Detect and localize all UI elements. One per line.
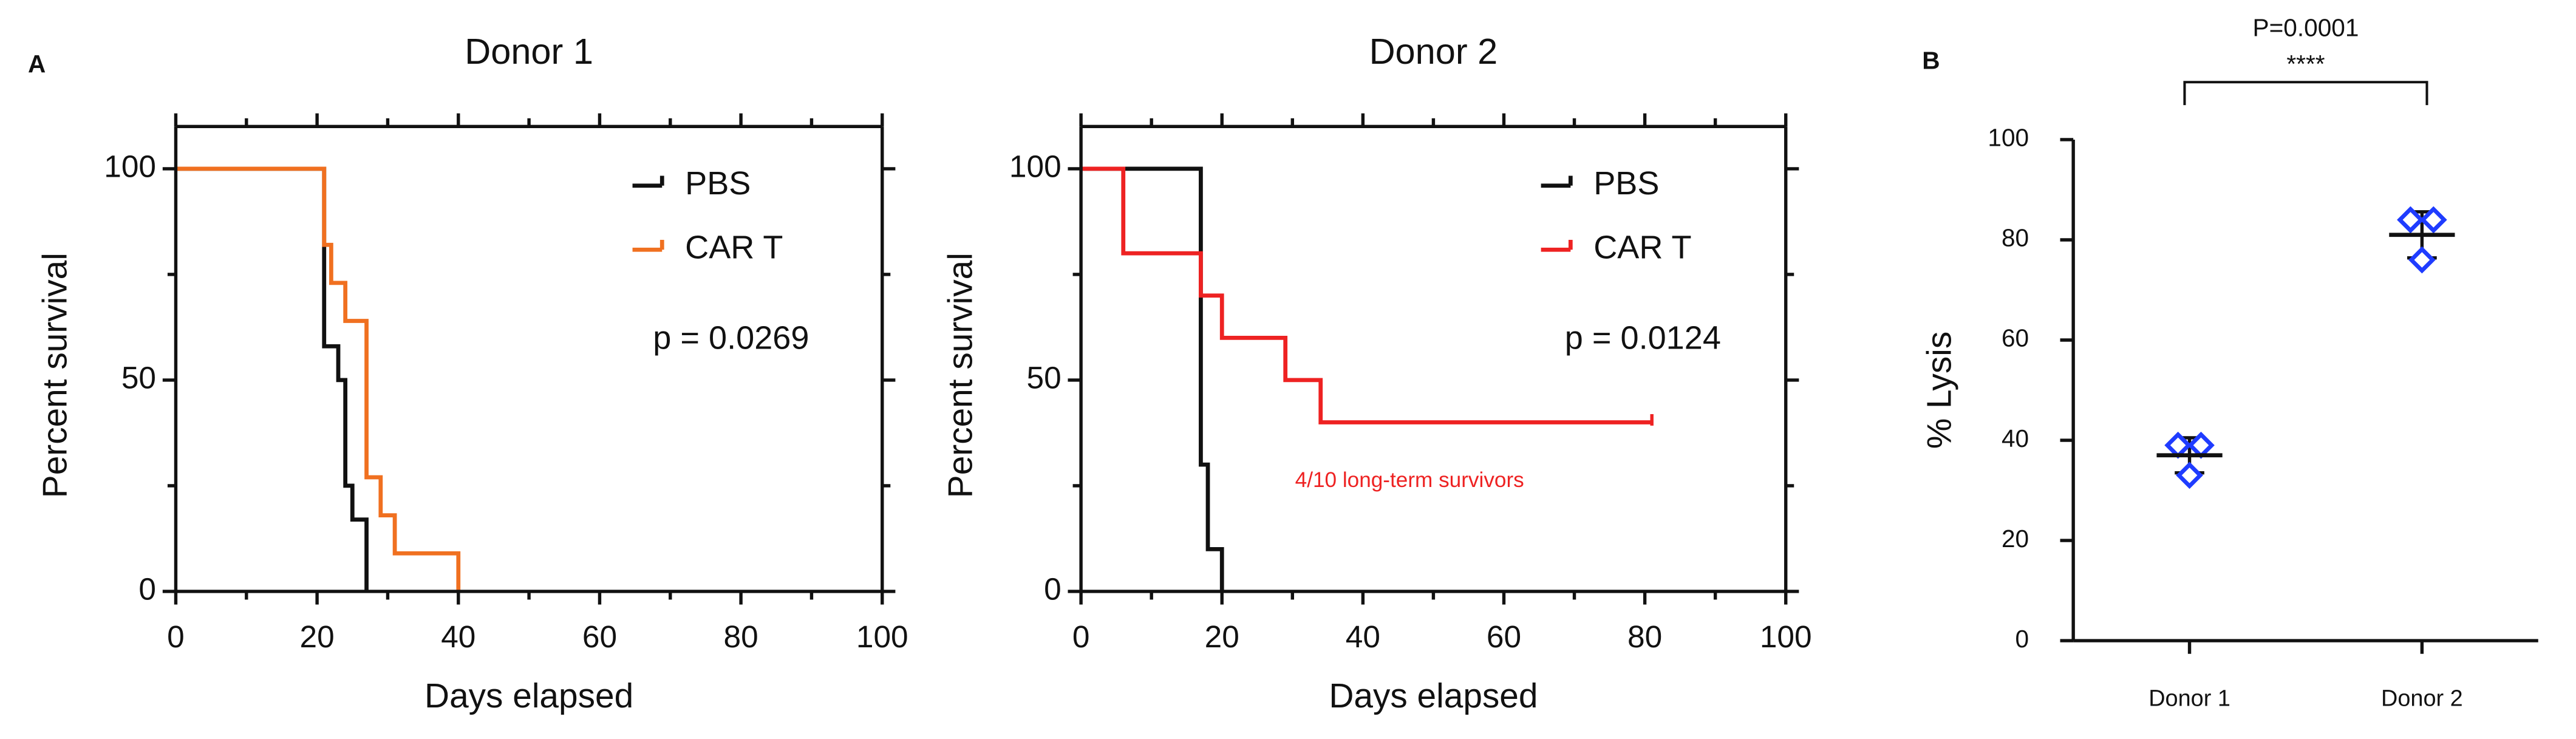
annotation: P=0.0001 [2253,13,2359,41]
x-axis-label: Days elapsed [424,677,633,715]
y-tick-label: 0 [2015,625,2029,653]
y-tick-label: 100 [104,148,156,183]
data-point [2408,246,2436,274]
x-tick-label: 0 [1072,619,1090,654]
chart-title: Donor 1 [465,31,593,72]
y-tick-label: 60 [2002,324,2029,352]
data-point [2419,206,2447,234]
annotation: 4/10 long-term survivors [1295,468,1524,492]
annotation: **** [2286,50,2325,78]
y-axis-label: Percent survival [36,253,75,498]
survival-curve [1081,166,1652,424]
annotation: p = 0.0269 [653,319,809,356]
legend-label: CAR T [685,230,783,266]
legend-label: PBS [1593,165,1659,202]
y-tick-label: 100 [1988,124,2029,152]
x-tick-label: 60 [582,619,617,654]
chart-title: Donor 2 [1369,31,1498,72]
y-tick-label: 100 [1009,148,1061,183]
x-tick-label: 80 [1627,619,1662,654]
x-tick-label: 100 [856,619,908,654]
significance-bracket [2183,81,2428,106]
x-tick-label: 40 [441,619,475,654]
y-tick-label: 0 [1044,571,1061,607]
x-tick-label: 20 [300,619,335,654]
x-tick-label: 40 [1346,619,1380,654]
x-axis-label: Days elapsed [1329,677,1538,715]
y-tick-label: 50 [1026,359,1061,395]
survival-curve [175,166,461,591]
legend-label: CAR T [1593,230,1691,266]
annotation: p = 0.0124 [1565,319,1721,356]
x-tick-label: Donor 1 [2148,686,2230,711]
survival-curve [1081,166,1224,591]
y-tick-label: 0 [138,571,156,607]
x-tick-label: 80 [724,619,758,654]
y-tick-label: 50 [121,359,156,395]
panel-label: A [28,50,46,78]
y-axis-label: Percent survival [941,253,980,498]
x-tick-label: 60 [1487,619,1521,654]
survival-curve [175,166,369,591]
y-tick-label: 20 [2002,525,2029,553]
x-tick-label: Donor 2 [2381,686,2463,711]
data-point [2176,461,2203,489]
y-tick-label: 40 [2002,424,2029,452]
x-tick-label: 20 [1205,619,1239,654]
data-point [2397,206,2424,234]
panel-label: B [1922,47,1940,75]
x-tick-label: 100 [1760,619,1812,654]
y-axis-label: % Lysis [1921,332,1959,449]
y-tick-label: 80 [2002,224,2029,252]
x-tick-label: 0 [167,619,185,654]
legend-label: PBS [685,165,751,202]
